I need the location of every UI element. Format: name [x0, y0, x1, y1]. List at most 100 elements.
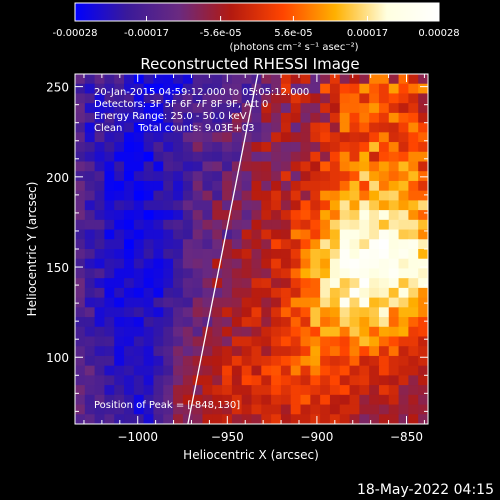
heatmap-cell — [133, 355, 145, 367]
heatmap-cell — [104, 414, 115, 424]
heatmap-cell — [114, 414, 125, 424]
heatmap-cell — [153, 210, 164, 221]
heatmap-cell — [182, 132, 194, 143]
heatmap-cell — [359, 317, 370, 328]
heatmap-cell — [418, 151, 428, 163]
heatmap-cell — [369, 180, 380, 192]
heatmap-cell — [94, 190, 106, 201]
heatmap-cell — [251, 346, 262, 357]
heatmap-cell — [339, 414, 351, 424]
heatmap-cell — [192, 336, 204, 347]
heatmap-cell — [133, 307, 145, 318]
heatmap-cell — [369, 268, 380, 279]
heatmap-cell — [261, 404, 272, 415]
heatmap-cell — [94, 375, 106, 386]
heatmap-cell — [280, 307, 292, 318]
y-axis-label: Heliocentric Y (arcsec) — [25, 182, 39, 317]
heatmap-cell — [261, 103, 272, 114]
heatmap-cell — [143, 336, 155, 347]
heatmap-cell — [320, 336, 331, 347]
heatmap-cell — [310, 278, 321, 289]
heatmap-cell — [408, 151, 419, 163]
heatmap-cell — [212, 210, 223, 221]
heatmap-cell — [114, 151, 125, 163]
heatmap-cell — [280, 394, 292, 406]
info-annotations: 20-Jan-2015 04:59:12.000 to 05:05:12.000… — [94, 87, 309, 411]
heatmap-cell — [339, 346, 351, 357]
heatmap-cell — [133, 74, 145, 85]
heatmap-cell — [280, 375, 292, 386]
heatmap-cell — [114, 278, 125, 289]
heatmap-cell — [329, 122, 341, 133]
heatmap-cell — [153, 385, 164, 396]
heatmap-cell — [398, 336, 409, 347]
heatmap-cell — [192, 210, 204, 221]
heatmap-cell — [271, 180, 282, 192]
heatmap-cell — [280, 151, 292, 163]
heatmap-cell — [329, 394, 341, 406]
heatmap-cell — [339, 200, 351, 211]
x-tick-label: −950 — [211, 430, 244, 444]
colorbar-tick-label: -5.6e-05 — [200, 28, 242, 39]
heatmap-cell — [359, 83, 370, 95]
heatmap-cell — [398, 142, 409, 153]
heatmap-cell — [143, 122, 155, 133]
heatmap-cell — [271, 93, 282, 104]
heatmap-cell — [329, 200, 341, 211]
heatmap-cell — [408, 414, 419, 424]
heatmap-cell — [231, 93, 243, 104]
heatmap-cell — [290, 210, 302, 221]
heatmap-cell — [378, 355, 390, 367]
heatmap-cell — [153, 336, 164, 347]
heatmap-cell — [310, 297, 321, 308]
heatmap-cell — [84, 287, 96, 299]
heatmap-cell — [408, 93, 419, 104]
heatmap-cell — [133, 336, 145, 347]
heatmap-cell — [339, 375, 351, 386]
heatmap-cell — [329, 249, 341, 260]
heatmap-cell — [241, 210, 253, 221]
heatmap-cell — [124, 326, 135, 338]
heatmap-cell — [398, 268, 409, 279]
heatmap-cell — [153, 278, 164, 289]
heatmap-cell — [222, 336, 233, 347]
heatmap-cell — [251, 287, 262, 299]
heatmap-cell — [280, 190, 292, 201]
heatmap-cell — [271, 103, 282, 114]
heatmap-cell — [241, 132, 253, 143]
heatmap-cell — [75, 93, 86, 104]
heatmap-cell — [143, 142, 155, 153]
heatmap-cell — [133, 93, 145, 104]
heatmap-cell — [84, 375, 96, 386]
heatmap-cell — [418, 317, 428, 328]
heatmap-cell — [251, 336, 262, 347]
heatmap-cell — [388, 287, 400, 299]
heatmap-cell — [114, 112, 125, 124]
heatmap-cell — [114, 258, 125, 270]
heatmap-cell — [143, 190, 155, 201]
heatmap-cell — [388, 132, 400, 143]
heatmap-cell — [212, 190, 223, 201]
heatmap-cell — [84, 142, 96, 153]
heatmap-cell — [290, 355, 302, 367]
heatmap-cell — [349, 74, 360, 85]
heatmap-cell — [359, 219, 370, 231]
heatmap-cell — [359, 414, 370, 424]
heatmap-cell — [202, 268, 213, 279]
heatmap-cell — [241, 278, 253, 289]
heatmap-cell — [192, 326, 204, 338]
heatmap-cell — [359, 307, 370, 318]
heatmap-cell — [212, 161, 223, 172]
heatmap-cell — [104, 365, 115, 376]
heatmap-cell — [182, 278, 194, 289]
heatmap-cell — [222, 297, 233, 308]
heatmap-cell — [369, 171, 380, 182]
heatmap-cell — [84, 103, 96, 114]
heatmap-cell — [104, 297, 115, 308]
heatmap-cell — [369, 112, 380, 124]
heatmap-cell — [192, 414, 204, 424]
heatmap-cell — [212, 103, 223, 114]
heatmap-cell — [143, 219, 155, 231]
heatmap-cell — [163, 180, 174, 192]
heatmap-cell — [359, 180, 370, 192]
